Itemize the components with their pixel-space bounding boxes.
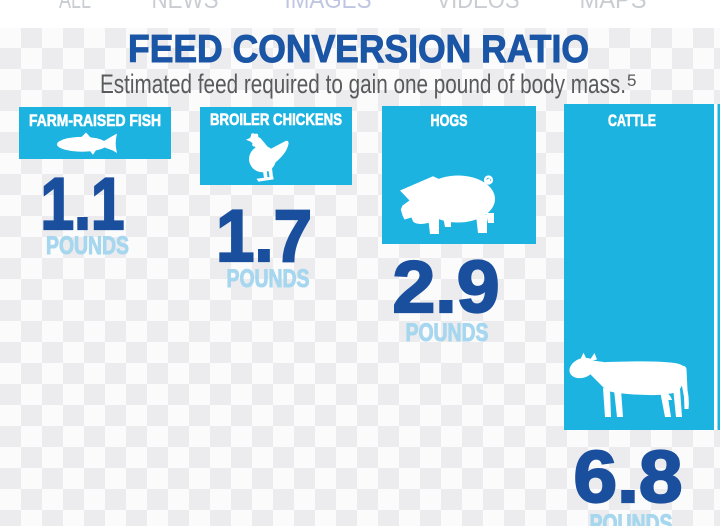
svg-text:POUNDS: POUNDS [46, 232, 129, 260]
svg-text:FARM-RAISED FISH: FARM-RAISED FISH [29, 112, 161, 130]
svg-text:1.7: 1.7 [216, 196, 312, 277]
svg-text:VIDEOS: VIDEOS [437, 0, 520, 14]
svg-text:1.1: 1.1 [41, 164, 125, 245]
svg-text:5: 5 [627, 71, 636, 90]
svg-text:FEED CONVERSION RATIO: FEED CONVERSION RATIO [128, 28, 589, 71]
svg-text:ALL: ALL [59, 0, 91, 14]
svg-text:MAPS: MAPS [580, 0, 647, 14]
svg-text:HOGS: HOGS [431, 112, 468, 130]
svg-text:2.9: 2.9 [393, 247, 500, 328]
svg-text:6.8: 6.8 [574, 437, 683, 518]
svg-text:POUNDS: POUNDS [227, 265, 310, 293]
svg-text:POUNDS: POUNDS [590, 510, 673, 526]
svg-text:NEWS: NEWS [152, 0, 219, 14]
svg-text:POUNDS: POUNDS [406, 319, 489, 347]
svg-text:IMAGES: IMAGES [285, 0, 372, 14]
svg-text:BROILER CHICKENS: BROILER CHICKENS [210, 111, 342, 129]
svg-text:Estimated feed required to gai: Estimated feed required to gain one poun… [100, 69, 626, 99]
svg-text:CATTLE: CATTLE [608, 112, 656, 130]
